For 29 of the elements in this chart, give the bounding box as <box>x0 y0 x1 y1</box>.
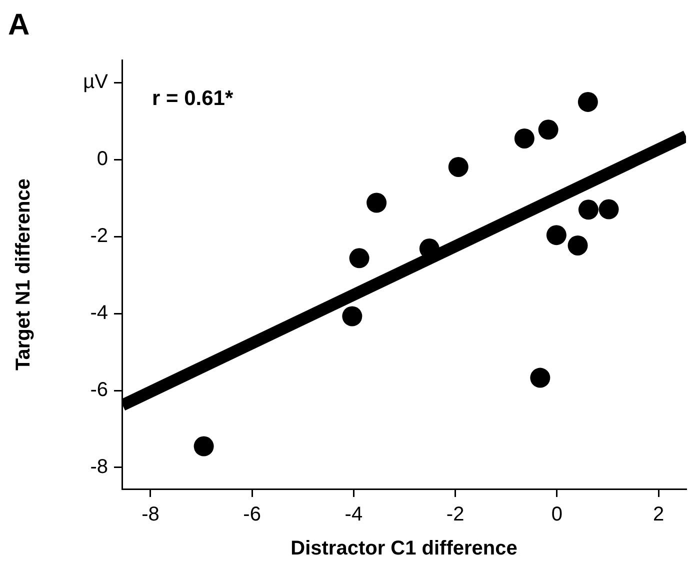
x-tick-label: -8 <box>142 504 160 526</box>
point <box>568 235 588 256</box>
point <box>598 199 619 220</box>
x-axis-title: Distractor C1 difference <box>290 538 518 560</box>
point <box>194 436 214 456</box>
x-tick-label: -6 <box>243 504 261 526</box>
point <box>538 120 558 140</box>
y-tick-label: -2 <box>90 225 108 248</box>
annotation: r = 0.61* <box>152 86 234 110</box>
x-tick-label: -4 <box>344 504 363 526</box>
point <box>342 306 362 326</box>
x-tick-label: 0 <box>551 504 563 526</box>
x-tick-label: 2 <box>653 504 664 526</box>
y-tick-label: µV <box>83 71 109 94</box>
y-tick-label: -6 <box>90 379 108 402</box>
point <box>578 92 598 112</box>
point <box>448 156 468 177</box>
y-tick-label: -4 <box>90 302 108 324</box>
point <box>530 368 550 388</box>
point <box>546 225 566 246</box>
chart-title: A <box>8 8 30 42</box>
point <box>514 128 534 148</box>
x-tick-label: -2 <box>446 504 464 526</box>
point <box>578 200 598 220</box>
y-tick-label: -8 <box>90 456 108 478</box>
y-tick-label: 0 <box>96 148 108 170</box>
point <box>349 248 370 268</box>
point <box>366 192 387 213</box>
y-axis-title: Target N1 difference <box>12 178 35 370</box>
